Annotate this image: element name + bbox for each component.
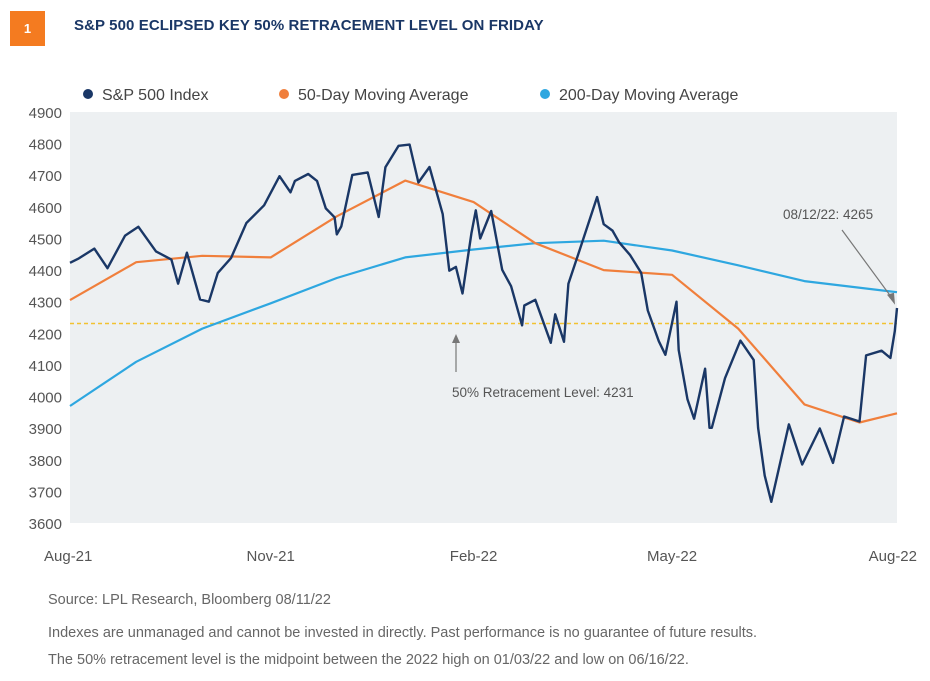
figure-number-badge: 1 — [10, 11, 45, 46]
x-tick-label: Feb-22 — [450, 548, 498, 565]
line-chart: 3600 3700 3800 3900 4000 4100 4200 4300 4400 4500… — [29, 87, 917, 565]
series-layer — [69, 143, 899, 503]
legend-marker-ma50 — [279, 89, 289, 99]
legend-marker-sp500 — [83, 89, 93, 99]
x-tick-label: Aug-21 — [44, 548, 92, 565]
y-tick-label: 4800 — [29, 137, 62, 154]
x-tick-label: Nov-21 — [247, 548, 295, 565]
y-tick-label: 4700 — [29, 168, 62, 185]
x-tick-label: May-22 — [647, 548, 697, 565]
disclaimer-note: Indexes are unmanaged and cannot be inve… — [48, 625, 758, 641]
retracement-arrow-head — [452, 334, 460, 343]
series-line-sp500 — [69, 143, 899, 503]
chart-title: S&P 500 ECLIPSED KEY 50% RETRACEMENT LEV… — [74, 17, 544, 34]
y-tick-label: 3700 — [29, 484, 62, 501]
x-axis: Aug-21 Nov-21 Feb-22 May-22 Aug-22 — [44, 548, 917, 565]
retracement-label: 50% Retracement Level: 4231 — [452, 385, 634, 400]
legend-label-sp500: S&P 500 Index — [102, 87, 208, 104]
callout-label: 08/12/22: 4265 — [783, 207, 873, 222]
y-tick-label: 4400 — [29, 263, 62, 280]
source-note: Source: LPL Research, Bloomberg 08/11/22 — [48, 592, 331, 608]
retracement-definition-note: The 50% retracement level is the midpoin… — [48, 652, 689, 668]
y-axis: 3600 3700 3800 3900 4000 4100 4200 4300 4400 4500… — [29, 105, 62, 533]
annotations: 50% Retracement Level: 4231 08/12/22: 426… — [452, 207, 895, 400]
legend: S&P 500 Index 50-Day Moving Average 200-Da… — [83, 87, 738, 104]
y-tick-label: 4200 — [29, 326, 62, 343]
legend-label-ma200: 200-Day Moving Average — [559, 87, 738, 104]
y-tick-label: 4600 — [29, 200, 62, 217]
y-tick-label: 3600 — [29, 516, 62, 533]
x-tick-label: Aug-22 — [869, 548, 917, 565]
series-line-ma200 — [69, 239, 898, 407]
callout-arrow-head — [887, 292, 895, 305]
y-tick-label: 4500 — [29, 231, 62, 248]
legend-label-ma50: 50-Day Moving Average — [298, 87, 469, 104]
y-tick-label: 4000 — [29, 390, 62, 407]
series-line-ma50 — [69, 179, 898, 424]
y-tick-label: 4100 — [29, 358, 62, 375]
callout-arrow — [841, 229, 892, 298]
y-tick-label: 4300 — [29, 295, 62, 312]
plot-area — [70, 112, 897, 523]
legend-marker-ma200 — [540, 89, 550, 99]
y-tick-label: 4900 — [29, 105, 62, 122]
y-tick-label: 3900 — [29, 421, 62, 438]
y-tick-label: 3800 — [29, 453, 62, 470]
